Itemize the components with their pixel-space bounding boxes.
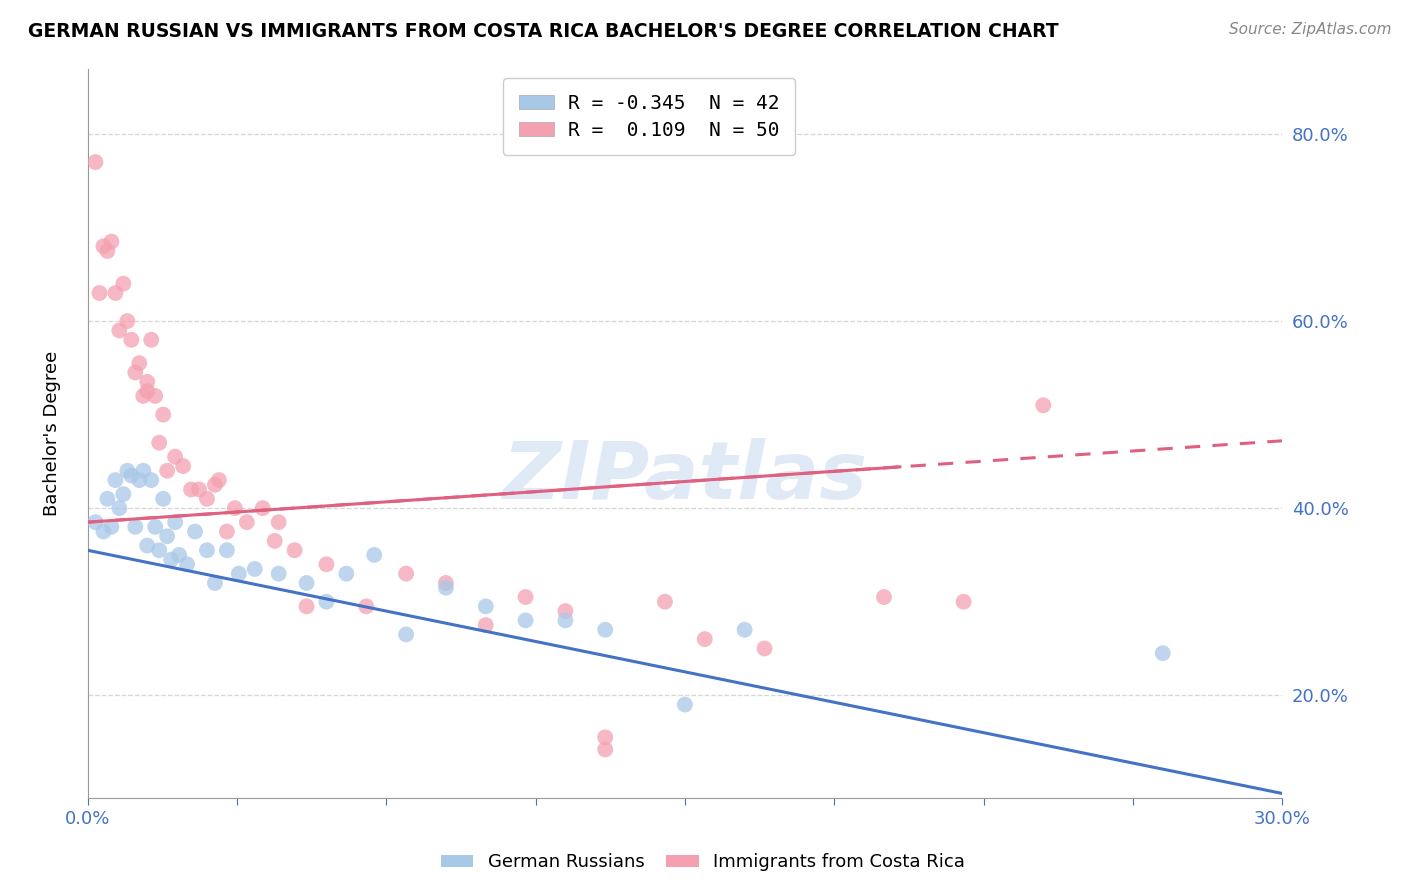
Point [224,501,246,516]
Point [734,623,756,637]
Point [156,464,179,478]
Point [188,483,211,497]
Point [228,566,250,581]
Point [93,524,115,539]
Point [267,566,290,581]
Point [554,614,576,628]
Point [315,595,337,609]
Point [152,491,174,506]
Point [108,501,131,516]
Point [84,155,107,169]
Point [104,285,127,300]
Point [124,520,146,534]
Point [165,450,187,464]
Point [434,576,457,591]
Point [673,698,696,712]
Point [180,483,202,497]
Point [208,473,231,487]
Y-axis label: Bachelor's Degree: Bachelor's Degree [44,351,60,516]
Point [593,742,616,756]
Point [363,548,385,562]
Point [152,408,174,422]
Point [117,314,139,328]
Point [195,491,218,506]
Point [148,543,170,558]
Point [156,529,179,543]
Point [176,558,198,572]
Point [395,566,418,581]
Point [252,501,274,516]
Point [204,576,226,591]
Point [112,487,135,501]
Point [132,464,155,478]
Text: GERMAN RUSSIAN VS IMMIGRANTS FROM COSTA RICA BACHELOR'S DEGREE CORRELATION CHART: GERMAN RUSSIAN VS IMMIGRANTS FROM COSTA … [28,22,1059,41]
Point [195,543,218,558]
Point [172,458,194,473]
Point [117,464,139,478]
Point [120,333,142,347]
Point [104,473,127,487]
Point [654,595,676,609]
Point [120,468,142,483]
Point [96,244,118,258]
Point [215,524,238,539]
Point [84,515,107,529]
Point [184,524,207,539]
Point [356,599,378,614]
Point [108,323,131,337]
Point [160,552,183,566]
Point [148,435,170,450]
Point [141,473,163,487]
Point [295,576,318,591]
Legend: German Russians, Immigrants from Costa Rica: German Russians, Immigrants from Costa R… [433,847,973,879]
Point [89,285,111,300]
Point [100,520,122,534]
Point [284,543,307,558]
Point [236,515,259,529]
Point [474,618,496,632]
Point [952,595,974,609]
Point [1032,398,1054,412]
Point [243,562,266,576]
Point [474,599,496,614]
Point [124,366,146,380]
Point [128,473,150,487]
Point [112,277,135,291]
Point [96,491,118,506]
Point [100,235,122,249]
Point [593,623,616,637]
Point [128,356,150,370]
Point [143,520,166,534]
Point [136,384,159,399]
Point [335,566,357,581]
Point [143,389,166,403]
Point [693,632,716,646]
Text: Source: ZipAtlas.com: Source: ZipAtlas.com [1229,22,1392,37]
Point [204,477,226,491]
Point [215,543,238,558]
Point [295,599,318,614]
Point [136,375,159,389]
Point [515,614,537,628]
Point [593,731,616,745]
Point [93,239,115,253]
Point [554,604,576,618]
Point [141,333,163,347]
Point [167,548,190,562]
Point [873,590,896,604]
Point [136,539,159,553]
Point [267,515,290,529]
Point [754,641,776,656]
Point [515,590,537,604]
Point [165,515,187,529]
Point [315,558,337,572]
Point [263,533,285,548]
Text: ZIPatlas: ZIPatlas [502,438,868,516]
Point [395,627,418,641]
Legend: R = -0.345  N = 42, R =  0.109  N = 50: R = -0.345 N = 42, R = 0.109 N = 50 [503,78,794,155]
Point [132,389,155,403]
Point [1152,646,1174,660]
Point [434,581,457,595]
